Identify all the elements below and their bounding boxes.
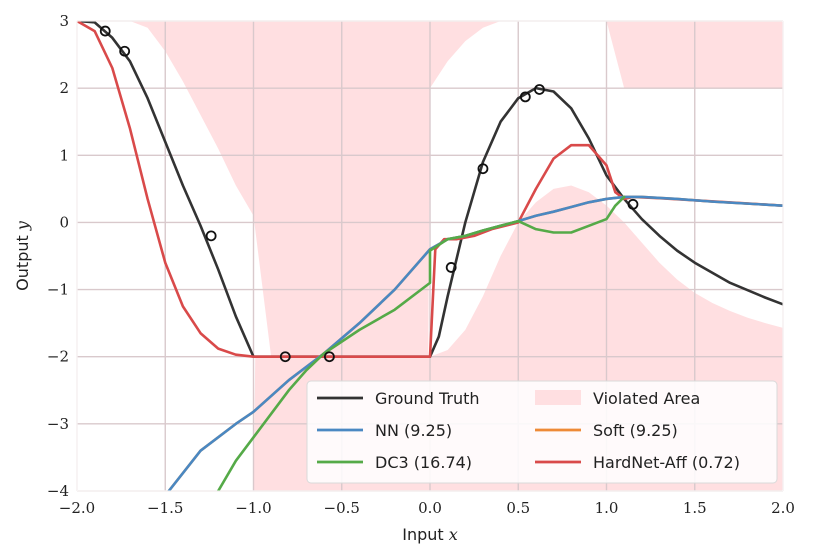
x-tick-label: −1.0 [235, 499, 271, 517]
data-point-8 [534, 84, 545, 95]
data-point-3 [279, 351, 291, 363]
data-point-1 [119, 45, 131, 57]
data-point-2 [205, 230, 217, 242]
series-line-ground_truth [77, 21, 783, 359]
y-tick-label: 2 [59, 79, 69, 97]
data-point-7 [519, 91, 531, 103]
data-point-5 [445, 262, 457, 273]
legend-label-nn: NN (9.25) [375, 421, 452, 440]
legend-label-hardnet: HardNet-Aff (0.72) [593, 453, 740, 472]
x-axis-label-text: Input [402, 525, 443, 544]
series-layer [77, 21, 783, 491]
y-tick-label: 3 [59, 12, 69, 30]
marker-layer [99, 25, 639, 363]
legend-swatch-violated [535, 390, 581, 405]
x-tick-label: 0.0 [418, 499, 442, 517]
y-tick-label: 0 [59, 213, 69, 231]
data-point-6 [477, 163, 489, 175]
y-axis-label-text: Output [13, 235, 32, 291]
legend-label-ground_truth: Ground Truth [375, 389, 480, 408]
data-point-0 [99, 25, 111, 37]
y-tick-label: −2 [47, 348, 69, 366]
x-tick-label: 0.5 [506, 499, 530, 517]
x-tick-label: −1.5 [147, 499, 183, 517]
x-tick-label: 1.0 [595, 499, 619, 517]
x-axis-label-var: x [449, 525, 458, 544]
data-point-9 [627, 198, 639, 210]
y-axis-label: Output y [13, 220, 32, 291]
y-axis-label-var: y [13, 220, 32, 231]
plot-frame [76, 20, 784, 492]
legend-label-soft: Soft (9.25) [593, 421, 678, 440]
x-axis-label: Input x [402, 525, 457, 544]
legend-box [306, 380, 778, 484]
y-tick-label: −1 [47, 281, 69, 299]
x-tick-label: 1.5 [683, 499, 707, 517]
x-tick-label: −0.5 [324, 499, 360, 517]
legend-label-dc3: DC3 (16.74) [375, 453, 472, 472]
x-tick-label: −2.0 [59, 499, 95, 517]
x-tick-label: 2.0 [771, 499, 795, 517]
y-tick-label: 1 [59, 146, 69, 164]
data-point-4 [323, 351, 335, 363]
y-tick-label: −3 [47, 415, 69, 433]
legend: Ground Truth Violated Area NN (9.25) Soft (… [306, 380, 778, 484]
series-line-hardnet [77, 21, 783, 359]
tick-label-layer: −2.0 −1.5 −1.0 −0.5 0.0 0.5 1.0 1.5 2.0 −4 −3 −2 −1 0… [47, 12, 795, 517]
legend-label-violated: Violated Area [593, 389, 700, 408]
series-line-dc3 [216, 195, 626, 491]
y-tick-label: −4 [47, 482, 69, 500]
